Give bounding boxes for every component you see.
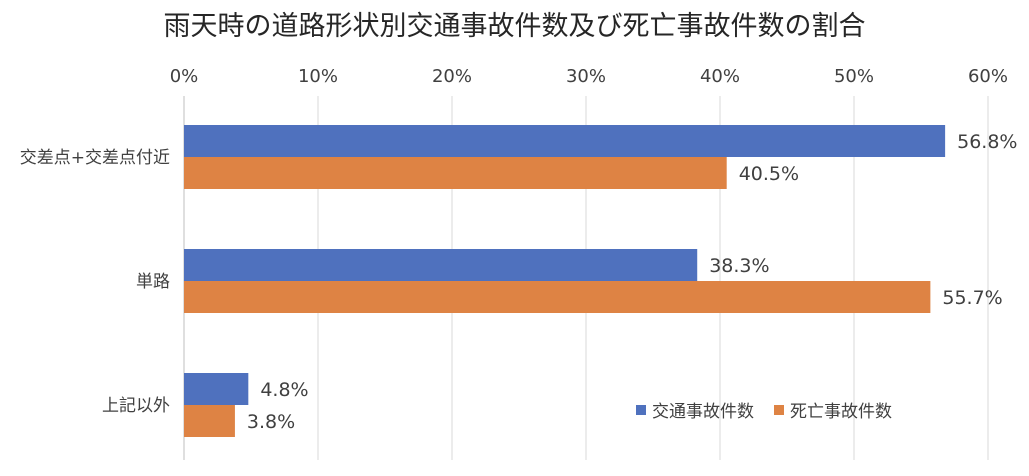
data-label-s1-c1: 56.8%	[957, 131, 1017, 153]
data-label-s2-c3: 3.8%	[247, 411, 295, 433]
legend-label-series-1: 交通事故件数	[652, 402, 754, 422]
data-label-s2-c1: 40.5%	[739, 163, 799, 185]
bar-s1-c1	[184, 125, 946, 157]
bar-s1-c2	[184, 249, 698, 281]
bar-s1-c3	[184, 373, 249, 405]
bar-s2-c2	[184, 281, 931, 313]
legend-item-series-2: 死亡事故件数	[774, 397, 892, 422]
legend-label-series-2: 死亡事故件数	[790, 402, 892, 422]
bar-s2-c1	[184, 157, 727, 189]
data-label-s1-c3: 4.8%	[260, 379, 308, 401]
x-tick-label-6: 60%	[968, 66, 1008, 87]
x-tick-label-2: 20%	[432, 66, 472, 87]
x-tick-label-3: 30%	[566, 66, 606, 87]
x-tick-label-1: 10%	[298, 66, 338, 87]
data-label-s2-c2: 55.7%	[942, 287, 1002, 309]
data-label-s1-c2: 38.3%	[709, 255, 769, 277]
x-tick-label-5: 50%	[834, 66, 874, 87]
legend-swatch-series-1	[636, 404, 646, 415]
category-label-0: 交差点+交差点付近	[20, 148, 170, 168]
x-tick-label-0: 0%	[170, 66, 199, 87]
category-label-2: 上記以外	[102, 396, 170, 416]
legend: 交通事故件数 死亡事故件数	[636, 397, 892, 422]
legend-swatch-series-2	[774, 404, 784, 415]
category-label-1: 単路	[136, 272, 170, 292]
chart-title: 雨天時の道路形状別交通事故件数及び死亡事故件数の割合	[163, 11, 866, 42]
x-tick-label-4: 40%	[700, 66, 740, 87]
legend-item-series-1: 交通事故件数	[636, 397, 754, 422]
bar-s2-c3	[184, 405, 235, 437]
